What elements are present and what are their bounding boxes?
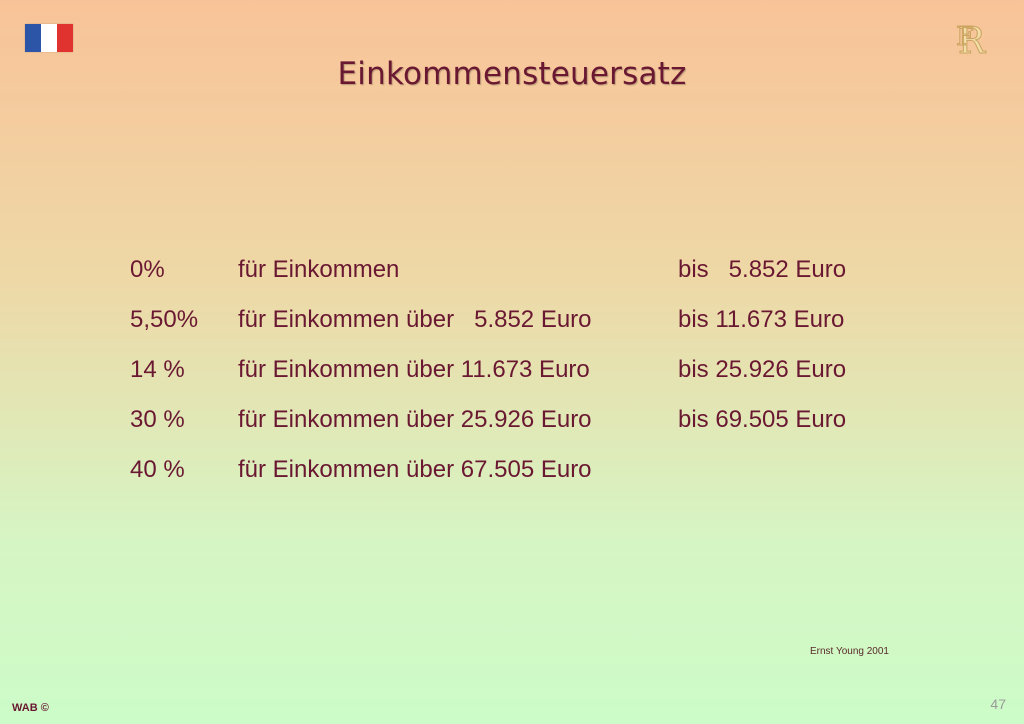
- rate-value: 14 %: [130, 356, 185, 383]
- rate-upper-bound: bis 69.505 Euro: [678, 406, 847, 433]
- rf-monogram-icon: R F: [956, 21, 987, 63]
- rate-upper-bound: bis 11.673 Euro: [678, 306, 845, 333]
- rate-value: 0%: [130, 256, 165, 283]
- copyright-label: WAB ©: [12, 702, 49, 714]
- rate-value: 40 %: [130, 456, 185, 483]
- rate-description: für Einkommen über 25.926 Euro: [238, 406, 592, 433]
- source-note: Ernst Young 2001: [810, 646, 889, 657]
- rate-upper-bound: bis 5.852 Euro: [678, 256, 847, 283]
- rate-upper-bound: bis 25.926 Euro: [678, 356, 847, 383]
- tax-rate-table: 0% für Einkommen bis 5.852 Euro 5,50% fü…: [130, 245, 846, 495]
- france-flag-icon: [25, 24, 73, 52]
- tax-rate-row: 40 % für Einkommen über 67.505 Euro: [130, 445, 846, 495]
- svg-text:F: F: [956, 22, 974, 52]
- rate-description: für Einkommen über 11.673 Euro: [238, 356, 590, 383]
- svg-text:R: R: [958, 21, 986, 62]
- rate-description: für Einkommen über 5.852 Euro: [238, 306, 592, 333]
- rate-value: 5,50%: [130, 306, 199, 333]
- page-number: 47: [990, 696, 1006, 712]
- rate-value: 30 %: [130, 406, 185, 433]
- tax-rate-row: 0% für Einkommen bis 5.852 Euro: [130, 245, 846, 295]
- slide-title: Einkommensteuersatz: [337, 56, 687, 92]
- rate-description: für Einkommen über 67.505 Euro: [238, 456, 592, 483]
- rate-description: für Einkommen: [238, 256, 400, 283]
- tax-rate-row: 30 % für Einkommen über 25.926 Euro bis …: [130, 395, 846, 445]
- tax-rate-row: 5,50% für Einkommen über 5.852 Euro bis …: [130, 295, 846, 345]
- tax-rate-row: 14 % für Einkommen über 11.673 Euro bis …: [130, 345, 846, 395]
